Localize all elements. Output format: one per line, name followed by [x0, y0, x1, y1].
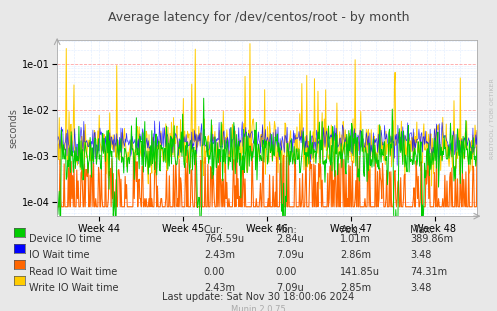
Text: 2.84u: 2.84u [276, 234, 304, 244]
Text: 141.85u: 141.85u [340, 267, 380, 276]
Y-axis label: seconds: seconds [9, 108, 19, 148]
Text: 7.09u: 7.09u [276, 250, 304, 260]
Text: Last update: Sat Nov 30 18:00:06 2024: Last update: Sat Nov 30 18:00:06 2024 [163, 292, 354, 302]
Text: Read IO Wait time: Read IO Wait time [29, 267, 117, 276]
Text: 389.86m: 389.86m [410, 234, 453, 244]
Text: Write IO Wait time: Write IO Wait time [29, 283, 118, 293]
Text: 2.43m: 2.43m [204, 283, 235, 293]
Text: 3.48: 3.48 [410, 283, 431, 293]
Text: 764.59u: 764.59u [204, 234, 244, 244]
Text: Munin 2.0.75: Munin 2.0.75 [231, 305, 286, 311]
Text: 0.00: 0.00 [204, 267, 225, 276]
Text: RRDTOOL / TOBI OETIKER: RRDTOOL / TOBI OETIKER [490, 78, 495, 159]
Text: 1.01m: 1.01m [340, 234, 371, 244]
Text: 74.31m: 74.31m [410, 267, 447, 276]
Text: Device IO time: Device IO time [29, 234, 101, 244]
Text: Min:: Min: [276, 225, 297, 235]
Text: Average latency for /dev/centos/root - by month: Average latency for /dev/centos/root - b… [108, 11, 409, 24]
Text: Avg:: Avg: [340, 225, 362, 235]
Text: Cur:: Cur: [204, 225, 224, 235]
Text: 2.85m: 2.85m [340, 283, 372, 293]
Text: 2.86m: 2.86m [340, 250, 371, 260]
Text: 3.48: 3.48 [410, 250, 431, 260]
Text: Max:: Max: [410, 225, 433, 235]
Text: 2.43m: 2.43m [204, 250, 235, 260]
Text: IO Wait time: IO Wait time [29, 250, 89, 260]
Text: 0.00: 0.00 [276, 267, 297, 276]
Text: 7.09u: 7.09u [276, 283, 304, 293]
